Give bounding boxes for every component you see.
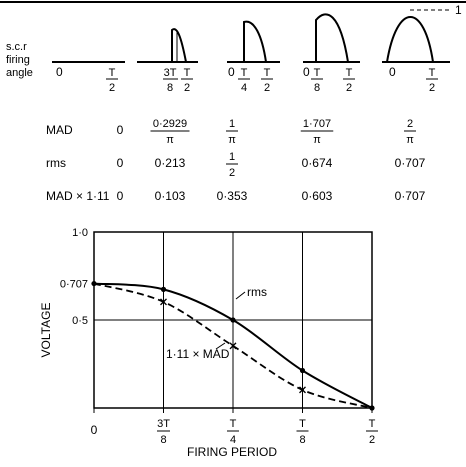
angle-label: angle	[6, 67, 33, 79]
waveform-2: 0 T 4 T 2	[227, 20, 280, 94]
waveform-4-end-den: 2	[429, 82, 435, 94]
table-cell-1-3: 0·674	[302, 156, 333, 170]
table-cell-1-4: 0·707	[395, 156, 426, 170]
rms-leader	[235, 291, 246, 300]
table-row-label-2: MAD × 1·11	[46, 189, 110, 203]
table-cell-0-2-den: π	[228, 134, 236, 146]
mad-curve-label: 1·11 × MAD	[166, 347, 230, 361]
table-cell-0-1-den: π	[166, 134, 174, 146]
waveform-3-end-num: T	[346, 67, 353, 79]
table-cell-2-1: 0·103	[155, 189, 186, 203]
y-tick-label-2: 0·5	[72, 315, 88, 327]
x-tick-label-0: 0	[91, 423, 98, 437]
table-cell-2-0: 0	[117, 189, 124, 203]
rms-curve-label: rms	[247, 285, 267, 299]
waveform-4: 1 0 T 2	[382, 3, 462, 94]
series-0-point-1	[160, 286, 167, 292]
waveform-1-end-num: T	[184, 67, 191, 79]
table-cell-0-4-den: π	[406, 134, 414, 146]
waveform-3-angle-den: 8	[314, 82, 320, 94]
table-cell-0-0: 0	[117, 123, 124, 137]
waveform-1: 3T 8 T 2	[137, 28, 198, 94]
table-cell-0-3-den: π	[313, 134, 321, 146]
chart-series	[91, 280, 375, 411]
table-cell-0-3-num: 1·707	[303, 118, 331, 130]
scr-label: s.c.r	[6, 41, 27, 53]
waveform-3: 0 T 8 T 2	[303, 13, 360, 94]
x-tick-label-1-num: 3T	[157, 418, 170, 430]
peak-label: 1	[455, 3, 462, 17]
series-1-point-3	[299, 386, 306, 394]
table-cell-0-4-num: 2	[407, 118, 413, 130]
waveform-1-angle-num: 3T	[164, 67, 177, 79]
table-cell-1-2-num: 1	[229, 151, 235, 163]
waveform-3-start: 0	[303, 65, 310, 79]
table-cell-1-1: 0·213	[155, 156, 186, 170]
y-tick-label-0: 1·0	[72, 227, 88, 239]
table-cell-2-2: 0·353	[217, 189, 248, 203]
waveform-2-pulse	[243, 20, 267, 63]
table-cell-2-4: 0·707	[395, 189, 426, 203]
table-cell-1-0: 0	[117, 156, 124, 170]
waveform-3-end-den: 2	[346, 82, 352, 94]
waveform-1-pulse	[171, 28, 187, 63]
x-tick-label-3-den: 8	[299, 434, 305, 446]
chart-grid	[94, 232, 372, 408]
waveform-0-start: 0	[56, 65, 63, 79]
waveform-2-end-num: T	[264, 67, 271, 79]
y-tick-label-1: 0·707	[60, 279, 88, 291]
series-1-point-2	[229, 342, 237, 350]
waveform-0-end-num: T	[109, 67, 116, 79]
x-tick-label-2-den: 4	[230, 434, 236, 446]
x-axis-label: FIRING PERIOD	[187, 445, 277, 459]
waveform-0: 0 T 2	[52, 61, 125, 94]
waveform-4-start: 0	[389, 65, 396, 79]
waveform-0-end-den: 2	[109, 82, 115, 94]
x-tick-label-4-num: T	[369, 418, 376, 430]
x-tick-label-4-den: 2	[369, 434, 375, 446]
table-cell-0-2-num: 1	[229, 118, 235, 130]
x-tick-label-2-num: T	[230, 418, 237, 430]
table-row-label-1: rms	[46, 156, 66, 170]
series-1-point-1	[160, 298, 167, 306]
table-cell-1-2-den: 2	[229, 167, 235, 179]
series-0-point-2	[230, 317, 236, 323]
waveform-3-pulse	[315, 13, 349, 63]
waveform-1-end-den: 2	[184, 82, 190, 94]
x-ticks: 0 3T 8 T 4 T 8 T 2	[91, 408, 378, 446]
firing-label: firing	[6, 54, 30, 66]
waveform-1-angle-den: 8	[167, 82, 173, 94]
waveform-2-end-den: 2	[264, 82, 270, 94]
y-ticks: 1·0 0·707 0·5	[60, 227, 88, 327]
waveform-2-start: 0	[228, 65, 235, 79]
waveform-4-pulse	[386, 16, 434, 63]
mad-leader	[215, 342, 226, 350]
y-axis-label: VOLTAGE	[39, 303, 53, 358]
table-row-label-0: MAD	[46, 123, 73, 137]
table-cell-2-3: 0·603	[302, 189, 333, 203]
waveform-3-angle-num: T	[314, 67, 321, 79]
waveform-4-end-num: T	[429, 67, 436, 79]
series-0-point-3	[299, 367, 306, 374]
waveform-2-angle-den: 4	[241, 82, 247, 94]
waveform-2-angle-num: T	[241, 67, 248, 79]
table-cell-0-1-num: 0·2929	[153, 118, 187, 130]
x-tick-label-3-num: T	[299, 418, 306, 430]
voltage-chart: 1·0 0·707 0·5 0 3T 8 T 4 T 8 T 2 VOLTAGE FIRING PE…	[39, 227, 378, 459]
x-tick-label-1-den: 8	[160, 434, 166, 446]
values-table: MAD 0 0·2929 π 1 π 1·707 π 2 π rms 0 0·213 1 2 0·674 0·7…	[46, 118, 426, 203]
